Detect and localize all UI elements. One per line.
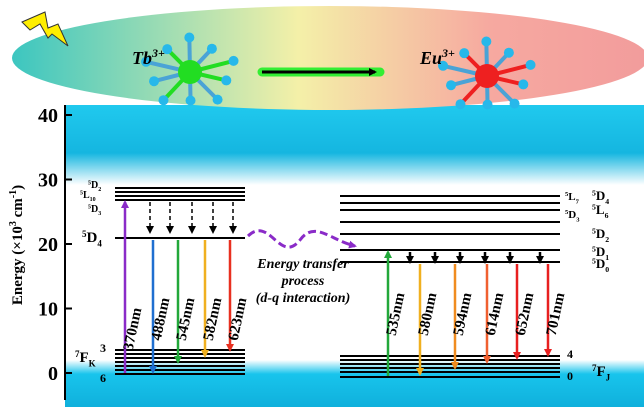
label-sub: 10 (90, 197, 96, 203)
atom (526, 60, 536, 70)
label-term: F (597, 364, 606, 380)
atom (510, 99, 520, 109)
label-sub: 4 (605, 197, 609, 206)
tick-label: 10 (38, 299, 58, 321)
center-atom (178, 60, 202, 84)
atom (184, 33, 194, 43)
atom (207, 44, 217, 54)
axis-title: Energy (×103 cm-1) (8, 185, 26, 305)
label-sub: 3 (98, 211, 101, 217)
atom (158, 95, 168, 105)
header-ellipse (12, 6, 644, 110)
energy-diagram: Tb3+ Eu3+ Energy (×103 cm-1) 4030201005D… (0, 0, 644, 407)
center-atom (475, 64, 499, 88)
tick-label: 0 (48, 363, 58, 385)
atom (483, 99, 493, 109)
atom (481, 37, 491, 47)
label-term: D (87, 230, 98, 246)
label-term: D (596, 226, 605, 241)
label-term: L (596, 202, 605, 217)
label-sub: 3 (576, 216, 580, 223)
label-term: 6 (100, 371, 106, 385)
level-label: 3 (100, 341, 106, 355)
upper-band (65, 105, 644, 185)
atom (504, 48, 514, 58)
atom (518, 79, 528, 89)
label-sub: 4 (97, 239, 102, 249)
label-term: 4 (567, 347, 573, 361)
label-term: D (596, 256, 605, 271)
label-sub: 2 (605, 235, 609, 244)
label-term: 0 (567, 369, 573, 383)
atom (459, 48, 469, 58)
label-sub: 7 (576, 198, 580, 205)
atom (229, 56, 239, 66)
tick-label: 30 (38, 170, 58, 192)
label-term: L (568, 191, 575, 203)
label-term: 3 (100, 341, 106, 355)
label-sub: K (89, 359, 96, 369)
label-term: D (596, 188, 605, 203)
transfer-label: process (281, 274, 325, 289)
label-term: F (80, 350, 89, 366)
level-label: 5D3 (88, 204, 101, 217)
level-label: 0 (567, 369, 573, 383)
level-label: 5L10 (80, 190, 96, 203)
level-label: 4 (567, 347, 573, 361)
transfer-label: Energy transfer (256, 257, 349, 272)
atom (149, 76, 159, 86)
label-term: D (91, 180, 98, 191)
label-term: D (568, 209, 576, 221)
label-sub: 6 (605, 211, 609, 220)
label-sub: 2 (98, 187, 101, 193)
label-sub: J (606, 373, 611, 383)
energy-transfer-arrow (248, 231, 355, 247)
label-sub: 1 (605, 253, 609, 262)
tick-label: 40 (38, 105, 58, 127)
level-label: 5D4 (82, 229, 102, 249)
level-label: 6 (100, 371, 106, 385)
level-label: 5L7 (565, 191, 580, 205)
tick-label: 20 (38, 234, 58, 256)
atom (213, 95, 223, 105)
label-sub: 0 (605, 265, 609, 274)
atom (186, 95, 196, 105)
level-label: 5D2 (592, 226, 609, 244)
atom (446, 80, 456, 90)
label-term: D (91, 204, 98, 215)
atom (455, 99, 465, 109)
level-label: 5D3 (565, 209, 580, 223)
transfer-label: (d-q interaction) (256, 291, 351, 306)
atom (221, 75, 231, 85)
